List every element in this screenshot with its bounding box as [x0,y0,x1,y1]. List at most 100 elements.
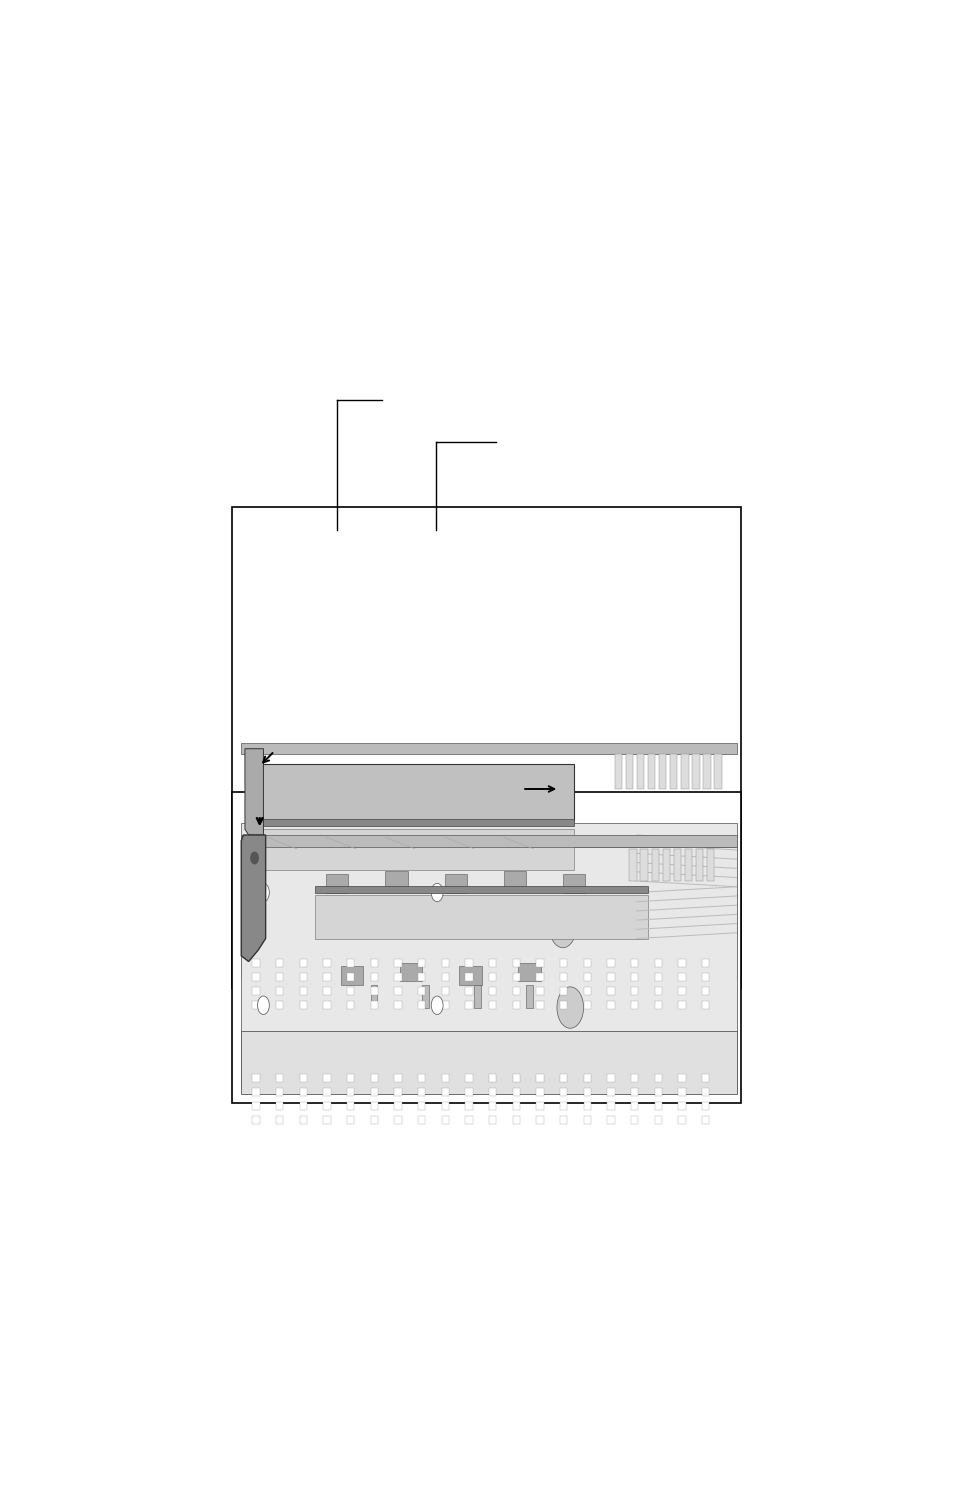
Bar [606,1116,614,1123]
Bar [525,985,532,1007]
Bar [702,754,710,789]
Bar [252,1074,259,1082]
Bar [299,1116,307,1123]
Bar [583,1116,590,1123]
Bar [417,1074,425,1082]
Bar [400,962,422,982]
Bar [606,1088,614,1097]
Bar [275,1074,283,1082]
Bar [323,1001,331,1008]
Bar [512,1001,519,1008]
Bar [249,829,574,870]
Bar [559,1074,567,1082]
Polygon shape [241,835,265,962]
Bar [503,871,525,889]
Bar [684,849,692,881]
Polygon shape [249,763,574,822]
Bar [417,973,425,982]
Bar [488,988,496,995]
Bar [630,1116,638,1123]
Bar [654,1088,661,1097]
Bar [662,849,669,881]
Bar [394,1001,401,1008]
Bar [654,959,661,967]
Bar [465,973,472,982]
Circle shape [257,996,269,1014]
Bar [536,988,543,995]
Bar [701,1001,708,1008]
Bar [701,1116,708,1123]
Bar [323,1103,331,1110]
Bar [299,1103,307,1110]
Bar [370,959,377,967]
Bar [639,849,647,881]
Bar [275,988,283,995]
Bar [692,754,699,789]
Bar [536,1001,543,1008]
Bar [299,1088,307,1097]
Bar [647,754,655,789]
Bar [347,1074,354,1082]
Bar [441,1074,449,1082]
Bar [441,988,449,995]
Bar [630,959,638,967]
Bar [701,1074,708,1082]
Bar [370,988,377,995]
Bar [459,898,465,922]
Circle shape [549,907,576,947]
Bar [654,1103,661,1110]
Bar [417,1103,425,1110]
Bar [347,988,354,995]
Bar [323,1088,331,1097]
Bar [536,973,543,982]
Bar [512,1103,519,1110]
Bar [314,886,647,892]
Bar [559,988,567,995]
Circle shape [431,883,442,902]
Bar [275,959,283,967]
Bar [394,988,401,995]
Bar [654,1074,661,1082]
Bar [637,754,643,789]
Polygon shape [241,743,736,754]
Bar [512,1088,519,1097]
Bar [678,959,685,967]
Bar [252,1088,259,1097]
Bar [512,988,519,995]
Bar [233,506,740,988]
Bar [512,1074,519,1082]
Bar [559,1088,567,1097]
Bar [714,754,721,789]
Bar [341,967,363,985]
Bar [323,973,331,982]
Bar [417,1088,425,1097]
Bar [678,1103,685,1110]
Bar [417,988,425,995]
Bar [701,1103,708,1110]
Bar [314,895,647,938]
Bar [370,985,376,1007]
Bar [536,1116,543,1123]
Bar [241,1031,736,1094]
Bar [583,1103,590,1110]
Bar [422,985,429,1007]
Bar [249,819,574,826]
Bar [252,988,259,995]
Bar [441,959,449,967]
Bar [394,1103,401,1110]
Bar [614,754,621,789]
Bar [299,1074,307,1082]
Bar [347,1001,354,1008]
Bar [394,1088,401,1097]
Bar [606,959,614,967]
Bar [233,792,740,1103]
Bar [465,959,472,967]
Bar [511,898,517,922]
Bar [347,1116,354,1123]
Bar [394,1116,401,1123]
Bar [441,1116,449,1123]
Bar [370,1116,377,1123]
Bar [701,988,708,995]
Bar [518,962,540,982]
Bar [488,959,496,967]
